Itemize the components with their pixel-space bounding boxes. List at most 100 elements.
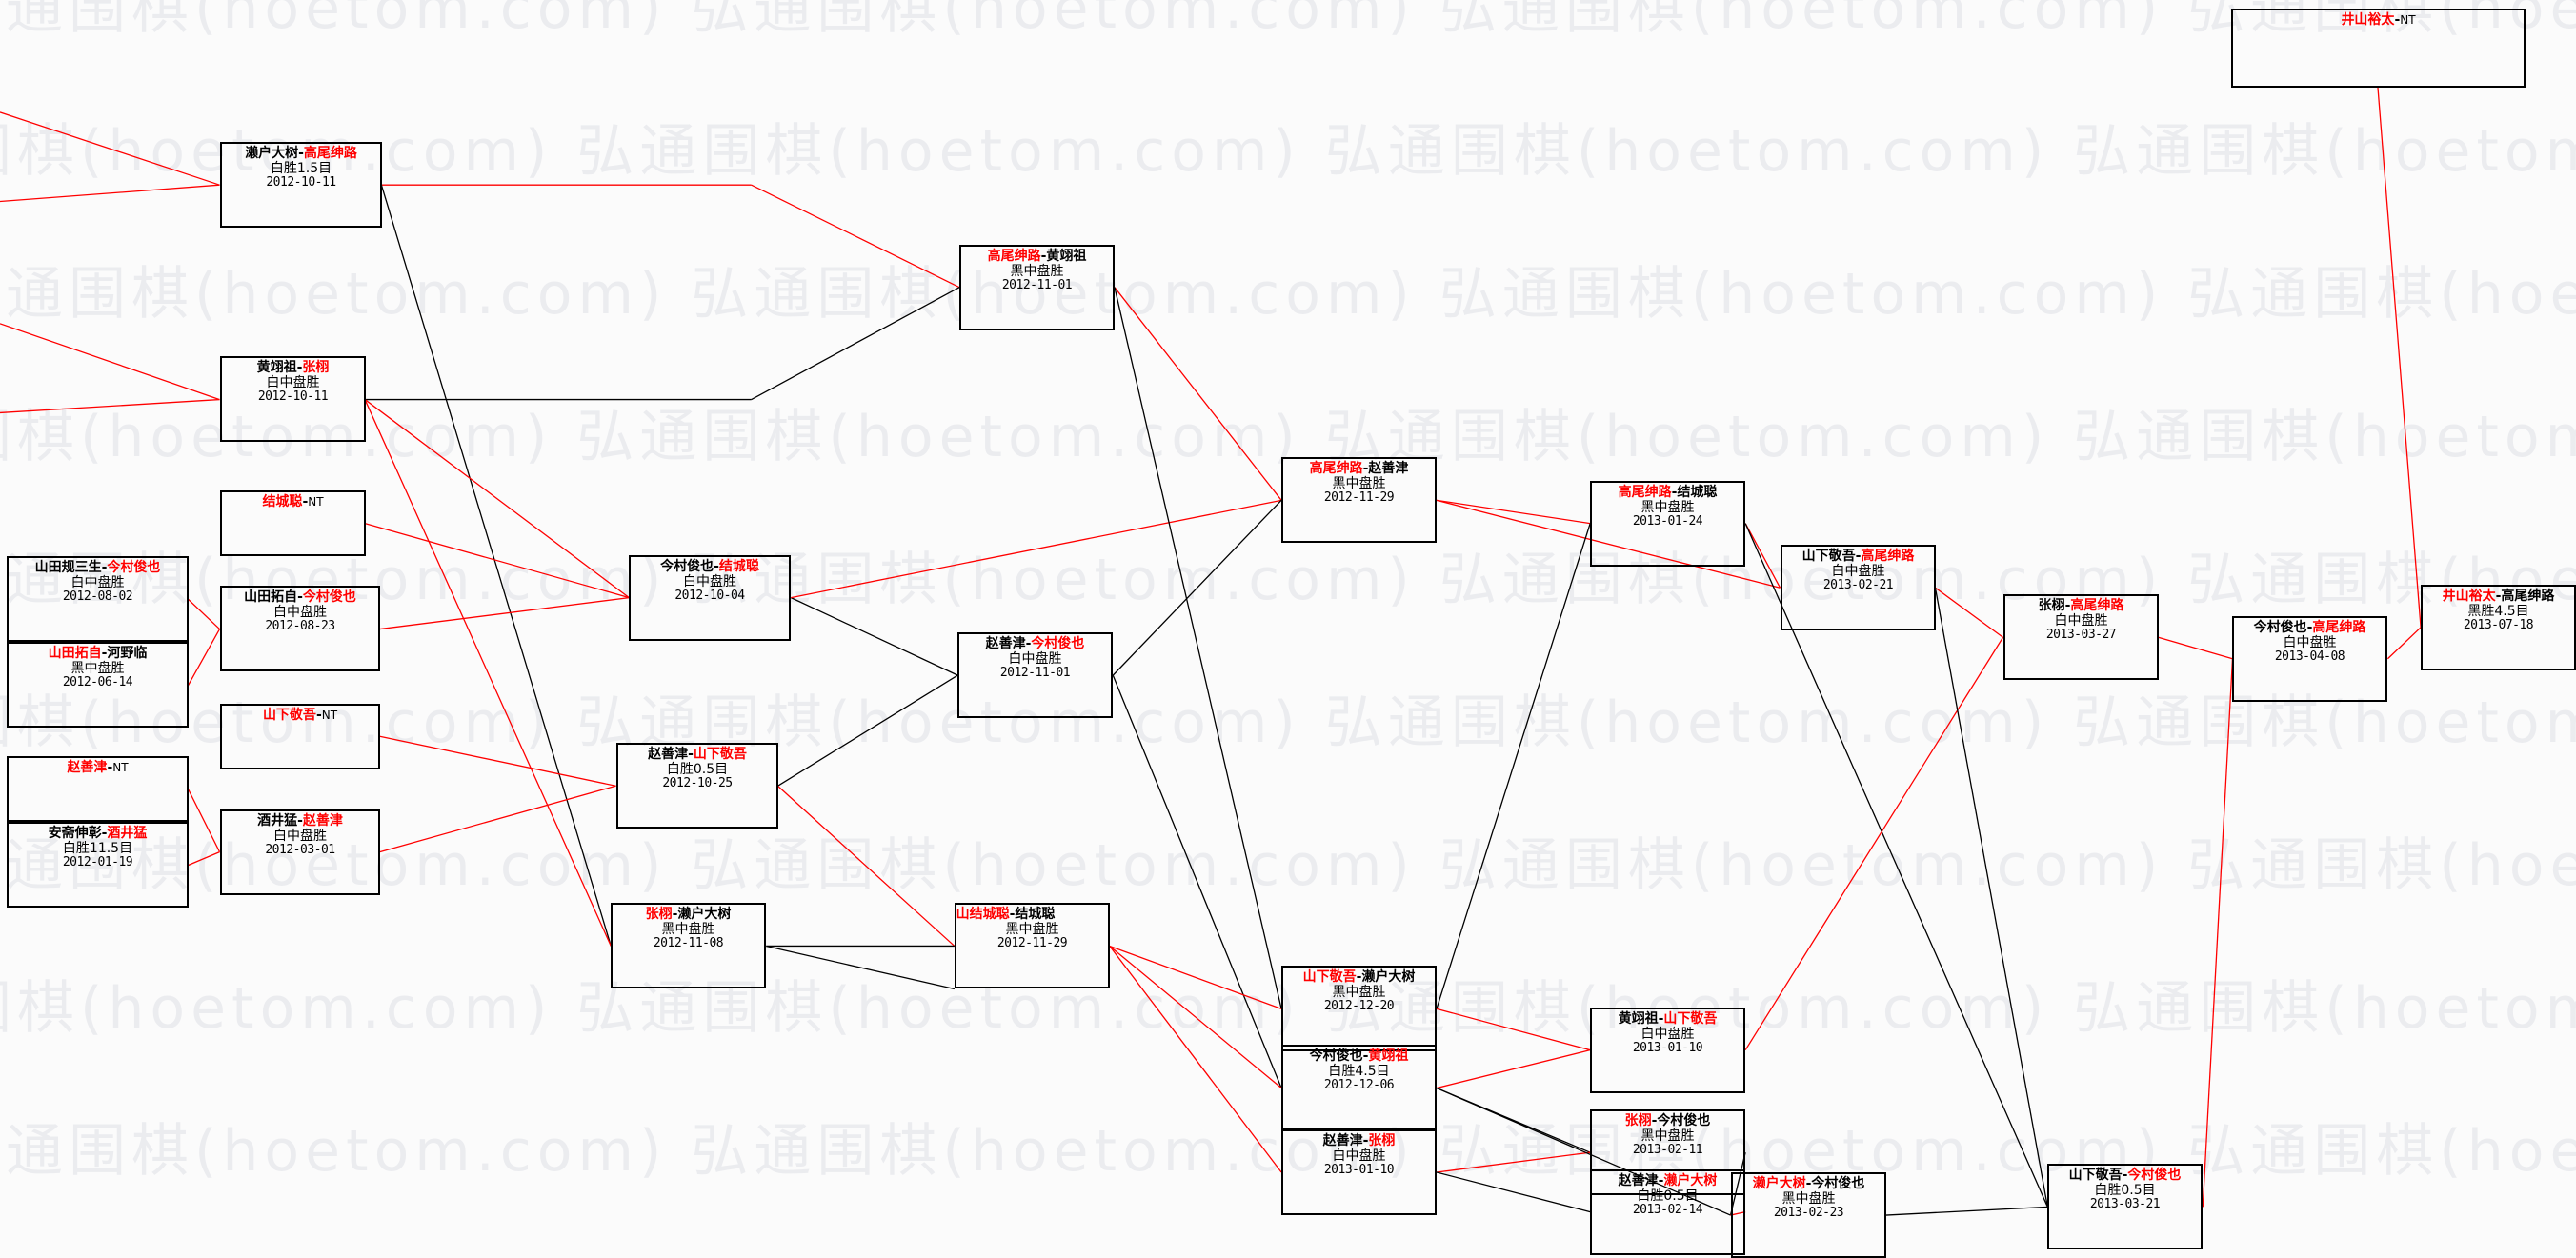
match-node[interactable]: 山下敬吾-濑户大树 黑中盘胜 2012-12-20 [1281, 966, 1437, 1051]
bracket-edge [766, 946, 955, 988]
match-date: 2013-03-27 [2045, 628, 2117, 643]
match-players: 今村俊也-结城聪 [631, 559, 789, 574]
match-date: 2012-03-01 [265, 843, 335, 858]
player-right: 今村俊也 [1811, 1176, 1865, 1191]
bracket-edge [189, 599, 220, 629]
match-date: 2013-02-14 [1632, 1203, 1703, 1218]
match-players: 濑户大树-今村俊也 [1733, 1176, 1884, 1191]
match-players: 赵善津-张栩 [1283, 1133, 1435, 1148]
match-node[interactable]: 山田拓自-今村俊也 白中盘胜 2012-08-23 [220, 586, 380, 671]
match-players: 山结城聪-结城聪 [956, 907, 1108, 922]
match-node[interactable]: 安斋伸彰-酒井猛 白胜11.5目 2012-01-19 [7, 822, 189, 908]
match-date: 2013-03-21 [2089, 1197, 2161, 1212]
player-left: 山下敬吾 [2068, 1168, 2123, 1183]
player-left: 今村俊也 [1309, 1048, 1363, 1064]
bracket-edge [1731, 1212, 1746, 1215]
match-node[interactable]: 赵善津-今村俊也 白中盘胜 2012-11-01 [957, 632, 1113, 718]
player-separator: - [101, 826, 108, 841]
match-node[interactable]: 山下敬吾-NT [220, 704, 380, 769]
match-node[interactable]: 张栩-高尾绅路 白中盘胜 2013-03-27 [2003, 594, 2159, 680]
match-node[interactable]: 赵善津-山下敬吾 白胜0.5目 2012-10-25 [616, 743, 778, 829]
player-left: 濑户大树 [1752, 1176, 1806, 1191]
player-left: 高尾绅路 [1309, 461, 1363, 476]
match-node[interactable]: 山下敬吾-高尾绅路 白中盘胜 2013-02-21 [1781, 545, 1936, 630]
match-node[interactable]: 高尾绅路-赵善津 黑中盘胜 2012-11-29 [1281, 457, 1437, 543]
player-left: 高尾绅路 [987, 249, 1041, 264]
bracket-edge [791, 598, 957, 675]
player-left: 山下敬吾 [262, 708, 316, 723]
match-node[interactable]: 张栩-濑户大树 黑中盘胜 2012-11-08 [611, 903, 766, 988]
player-left: 井山裕太 [2341, 12, 2395, 28]
bracket-edge [2203, 659, 2232, 1208]
bracket-edge [2158, 637, 2232, 659]
match-node[interactable]: 濑户大树-高尾绅路 白胜1.5目 2012-10-11 [220, 142, 382, 228]
player-right: 高尾绅路 [1861, 549, 1915, 564]
player-right: 赵善津 [302, 813, 343, 829]
bracket-edge [0, 400, 220, 413]
player-separator: - [1356, 969, 1362, 985]
match-node[interactable]: 山下敬吾-今村俊也 白胜0.5目 2013-03-21 [2047, 1164, 2203, 1249]
match-players: 张栩-高尾绅路 [2005, 598, 2157, 613]
match-node[interactable]: 酒井猛-赵善津 白中盘胜 2012-03-01 [220, 809, 380, 895]
match-node[interactable]: 井山裕太-高尾绅路 黑胜4.5目 2013-07-18 [2421, 585, 2576, 670]
bracket-edge [0, 112, 220, 185]
player-separator: - [315, 708, 322, 723]
bracket-edge [365, 400, 629, 598]
bracket-edge [1113, 675, 1281, 1088]
player-left: 濑户大树 [245, 146, 299, 161]
match-node[interactable]: 高尾绅路-结城聪 黑中盘胜 2013-01-24 [1590, 481, 1745, 567]
player-left: 赵善津 [648, 747, 689, 762]
match-players: 山下敬吾-高尾绅路 [1782, 549, 1934, 564]
match-players: 山下敬吾-NT [222, 708, 378, 723]
player-separator: - [1658, 1011, 1664, 1027]
player-right: 黄翊祖 [1046, 249, 1087, 264]
bracket-edge [1745, 524, 1780, 589]
match-node[interactable]: 今村俊也-结城聪 白中盘胜 2012-10-04 [629, 555, 791, 641]
match-result: 黑胜4.5目 [2467, 604, 2529, 620]
player-separator: - [1855, 549, 1862, 564]
player-left: 结城聪 [969, 907, 1010, 922]
match-result: 白中盘胜 [1640, 1027, 1695, 1043]
match-date: 2013-02-23 [1773, 1206, 1844, 1221]
player-separator: - [1009, 907, 1016, 922]
match-result: 白胜0.5目 [1637, 1188, 1699, 1205]
match-node[interactable]: 今村俊也-黄翊祖 白胜4.5目 2012-12-06 [1281, 1045, 1437, 1130]
match-node[interactable]: 赵善津-濑户大树 白胜0.5目 2013-02-14 [1590, 1169, 1745, 1255]
player-left: 张栩 [1624, 1113, 1652, 1128]
player-left: 赵善津 [67, 760, 108, 775]
match-node[interactable]: 山结城聪-结城聪 黑中盘胜 2012-11-29 [955, 903, 1110, 988]
match-players: 高尾绅路-赵善津 [1283, 461, 1435, 476]
match-node[interactable]: 结城聪-NT [220, 490, 366, 556]
player-separator: - [1362, 1133, 1369, 1148]
match-node[interactable]: 黄翊祖-山下敬吾 白中盘胜 2013-01-10 [1590, 1008, 1745, 1093]
match-node[interactable]: 濑户大树-今村俊也 黑中盘胜 2013-02-23 [1731, 1172, 1886, 1258]
player-right: 高尾绅路 [2312, 620, 2366, 635]
match-node[interactable]: 黄翊祖-张栩 白中盘胜 2012-10-11 [220, 356, 366, 442]
player-right: NT [112, 761, 129, 774]
bracket-edge [1437, 1172, 1590, 1212]
match-node[interactable]: 赵善津-NT [7, 756, 189, 822]
bracket-edge [1110, 946, 1281, 1008]
player-left: 井山裕太 [2442, 589, 2496, 604]
match-node[interactable]: 井山裕太-NT [2231, 9, 2526, 88]
player-separator: - [298, 146, 304, 161]
player-left: 黄翊祖 [256, 360, 297, 375]
match-date: 2013-04-08 [2274, 649, 2345, 665]
match-node[interactable]: 山田规三生-今村俊也 白中盘胜 2012-08-02 [7, 556, 189, 642]
match-result: 黑中盘胜 [1005, 922, 1059, 938]
bracket-edge [777, 675, 957, 786]
match-node[interactable]: 张栩-今村俊也 黑中盘胜 2013-02-11 [1590, 1109, 1745, 1195]
bracket-edge [752, 185, 959, 287]
match-node[interactable]: 高尾绅路-黄翊祖 黑中盘胜 2012-11-01 [959, 245, 1115, 330]
bracket-edge [1885, 1207, 2047, 1215]
player-right: 酒井猛 [107, 826, 148, 841]
bracket-edge [365, 400, 611, 947]
match-date: 2012-10-04 [674, 589, 745, 604]
match-node[interactable]: 山田拓自-河野临 黑中盘胜 2012-06-14 [7, 642, 189, 728]
match-node[interactable]: 今村俊也-高尾绅路 白中盘胜 2013-04-08 [2232, 616, 2387, 702]
match-date: 2012-01-19 [62, 855, 133, 870]
player-left: 赵善津 [985, 636, 1026, 651]
player-separator: - [1658, 1173, 1664, 1188]
match-node[interactable]: 赵善津-张栩 白中盘胜 2013-01-10 [1281, 1129, 1437, 1215]
bracket-edge [1110, 946, 1281, 1172]
